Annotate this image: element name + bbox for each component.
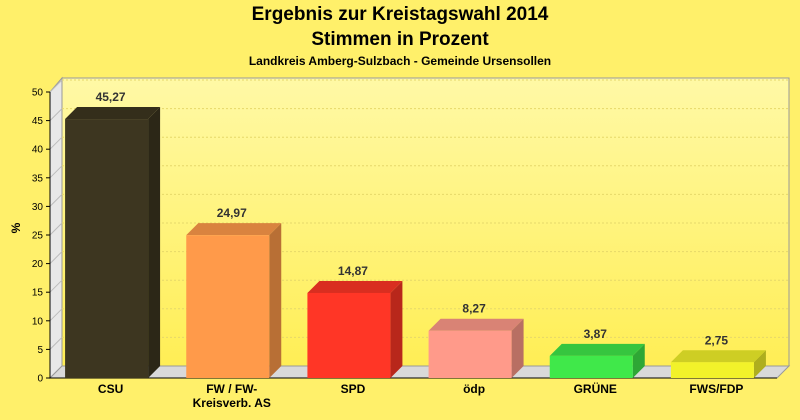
bar-side — [269, 223, 282, 378]
data-label: 14,87 — [338, 264, 368, 278]
bar-top — [65, 107, 161, 120]
category-label: FWS/FDP — [689, 382, 743, 396]
grid-line-side — [49, 251, 63, 264]
grid-lines — [49, 79, 789, 350]
category-label: Kreisverb. AS — [193, 396, 271, 410]
data-label: 3,87 — [584, 327, 608, 341]
y-tick-label: 50 — [32, 88, 44, 99]
category-label: FW / FW- — [206, 382, 257, 396]
plot-back-wall — [61, 77, 790, 367]
grid-line-side — [49, 222, 63, 236]
chart-title: Ergebnis zur Kreistagswahl 2014 — [251, 4, 549, 25]
y-tick-label: 10 — [32, 316, 44, 327]
bar-side — [632, 343, 645, 378]
bar-group: 3,87 GRÜNE — [549, 327, 645, 396]
bar — [428, 330, 512, 378]
y-tick-label: 40 — [32, 145, 44, 156]
grid-line-side — [49, 108, 63, 121]
bar-group: 45,27 CSU — [65, 90, 161, 396]
y-axis: 0 5 10 15 20 25 30 35 40 45 50 — [32, 88, 777, 385]
y-axis-label: % — [9, 222, 23, 233]
bar-top — [307, 280, 403, 293]
bar-top — [549, 343, 645, 356]
bar — [670, 362, 754, 378]
bar-group: 14,87 SPD — [307, 264, 403, 396]
bar-side — [148, 107, 161, 378]
chart-title-line2: Stimmen in Prozent — [311, 29, 489, 50]
y-tick-label: 0 — [37, 374, 43, 385]
chart-subtitle: Landkreis Amberg-Sulzbach - Gemeinde Urs… — [248, 54, 552, 68]
bar-side — [511, 318, 524, 378]
y-tick-label: 5 — [37, 345, 43, 356]
bar-top — [186, 223, 282, 236]
data-label: 24,97 — [217, 206, 247, 220]
grid-line-side — [49, 337, 63, 350]
y-tick-label: 35 — [32, 173, 44, 184]
grid-line-side — [49, 165, 63, 179]
grid-line-side — [49, 136, 63, 150]
category-label: SPD — [341, 382, 366, 396]
bar — [307, 292, 391, 378]
grid-line-side — [49, 279, 63, 293]
grid-line-side — [49, 79, 63, 93]
y-tick-label: 30 — [32, 202, 44, 213]
data-label: 2,75 — [705, 333, 729, 347]
bar-top — [428, 318, 524, 331]
bar-side — [390, 280, 403, 378]
category-label: GRÜNE — [574, 381, 617, 396]
y-tick-label: 45 — [32, 116, 44, 127]
bar — [549, 355, 633, 378]
data-label: 45,27 — [96, 90, 126, 104]
category-label: ödp — [463, 382, 485, 396]
category-label: CSU — [98, 382, 123, 396]
bar-group: 24,97 FW / FW-Kreisverb. AS — [186, 206, 282, 410]
bar-group: 2,75 FWS/FDP — [670, 333, 766, 396]
bar — [186, 235, 270, 378]
plot-side-wall — [49, 76, 63, 380]
grid-line-side — [49, 194, 63, 207]
bar-group: 8,27 ödp — [428, 302, 524, 396]
bar — [65, 119, 149, 378]
y-tick-label: 20 — [32, 259, 44, 270]
bars: 45,27 CSU 24,97 FW / FW-Kreisverb. AS 14,87 S… — [65, 90, 766, 410]
data-label: 8,27 — [462, 302, 486, 316]
y-tick-label: 25 — [32, 231, 44, 242]
bar-side — [753, 350, 766, 378]
bar-top — [670, 350, 766, 363]
y-tick-label: 15 — [32, 288, 44, 299]
grid-line-side — [49, 308, 63, 322]
